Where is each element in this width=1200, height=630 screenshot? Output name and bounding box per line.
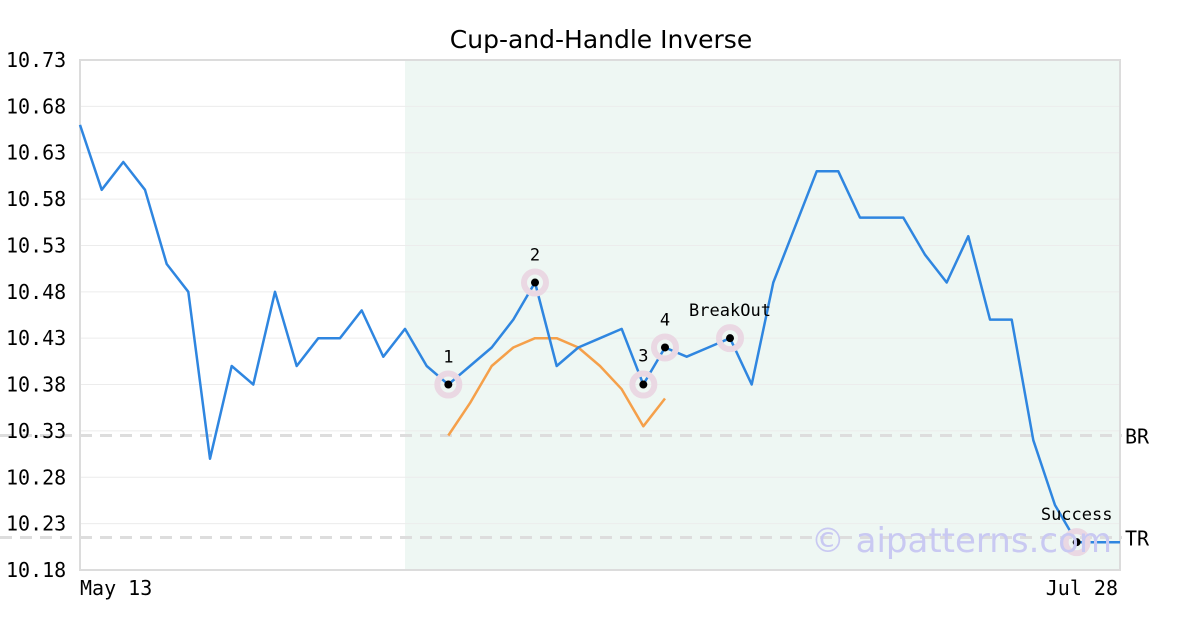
pattern-markers: 1 2 34 BreakOut Success: [434, 246, 1113, 557]
marker-dot-breakout: [726, 334, 734, 343]
marker-ring-breakout: [716, 324, 744, 353]
level-label-tr: TR: [1125, 527, 1150, 551]
y-tick-label: 10.53: [6, 233, 66, 257]
marker-dot-4: [661, 343, 669, 352]
pattern-curve: [447, 336, 666, 437]
level-lines: BR TR: [0, 425, 1150, 551]
marker-label-3: 3: [638, 347, 648, 367]
marker-label-2: 2: [530, 246, 540, 266]
y-axis-ticks: 10.18 10.23 10.28 10.33 10.38 10.43 10.48 10.53…: [6, 48, 66, 582]
marker-ring-1: [434, 370, 463, 399]
x-tick-start: May 13: [80, 576, 152, 600]
marker-label-4: 4: [660, 310, 670, 330]
marker-label-breakout: BreakOut: [689, 301, 771, 321]
marker-label-success: Success: [1041, 505, 1113, 525]
marker-dot-1: [444, 380, 453, 389]
marker-ring-4: [651, 333, 679, 362]
price-series: [78, 124, 1120, 544]
y-tick-label: 10.38: [6, 373, 66, 397]
marker-ring-2: [521, 268, 549, 297]
y-tick-label: 10.63: [6, 141, 66, 165]
pattern-highlight-region: [405, 60, 1120, 570]
y-tick-label: 10.18: [6, 558, 66, 582]
marker-ring-3: [629, 370, 658, 399]
y-tick-label: 10.33: [6, 419, 66, 443]
marker-dot-2: [531, 278, 539, 287]
y-tick-label: 10.43: [6, 326, 66, 350]
y-tick-label: 10.73: [6, 48, 66, 72]
price-line: [78, 124, 1120, 544]
x-tick-end: Jul 28: [1046, 576, 1118, 600]
marker-dot-3: [639, 380, 648, 389]
chart-title: Cup-and-Handle Inverse: [450, 25, 752, 54]
y-tick-label: 10.58: [6, 187, 66, 211]
highlight-rect: [405, 60, 1120, 570]
gridlines: [80, 59, 1120, 571]
level-label-br: BR: [1125, 425, 1150, 449]
y-tick-label: 10.48: [6, 280, 66, 304]
y-tick-label: 10.68: [6, 94, 66, 118]
marker-label-1: 1: [443, 348, 453, 368]
watermark: © aipatterns.com: [811, 521, 1112, 561]
pattern-curve-line: [447, 336, 666, 437]
marker-ring-success: [1062, 528, 1091, 557]
y-tick-label: 10.23: [6, 512, 66, 536]
marker-dot-success: [1072, 538, 1081, 547]
plot-frame: [79, 59, 1121, 571]
y-tick-label: 10.28: [6, 465, 66, 489]
